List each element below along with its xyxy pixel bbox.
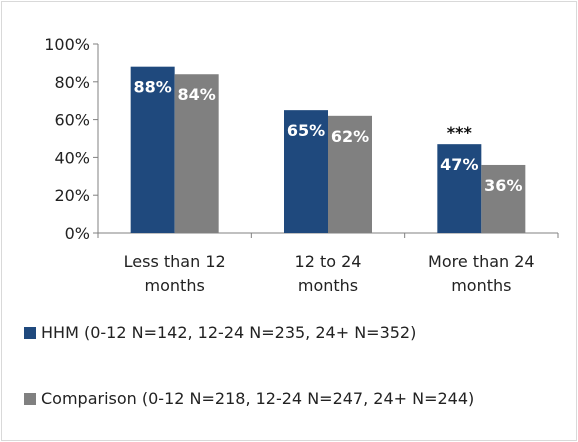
bar-comparison	[481, 164, 526, 233]
x-category-label: Less than 12	[124, 252, 226, 271]
y-tick-label: 80%	[54, 73, 90, 92]
significance-annotation: ***	[447, 123, 473, 142]
legend-swatch-hhm	[24, 326, 36, 339]
bar-comparison	[328, 115, 372, 233]
x-category-label: More than 24	[428, 252, 535, 271]
legend-item-comparison: Comparison (0-12 N=218, 12-24 N=247, 24+…	[24, 389, 474, 408]
y-tick-label: 100%	[44, 35, 90, 54]
data-label: 47%	[440, 155, 478, 174]
y-tick-label: 60%	[54, 111, 90, 130]
y-tick-label: 0%	[65, 224, 90, 243]
x-category-label: 12 to 24	[295, 252, 362, 271]
x-category-label: months	[298, 276, 358, 295]
x-category-label: months	[145, 276, 205, 295]
legend-label-hhm: HHM (0-12 N=142, 12-24 N=235, 24+ N=352)	[41, 323, 417, 342]
y-tick-label: 20%	[54, 186, 90, 205]
bar-hhm	[437, 144, 482, 233]
x-category-label: months	[451, 276, 511, 295]
data-label: 65%	[287, 121, 325, 140]
legend-swatch-comparison	[24, 392, 36, 405]
data-label: 36%	[484, 176, 522, 195]
data-label: 84%	[178, 85, 216, 104]
chart-bars	[130, 66, 526, 234]
data-label: 62%	[331, 127, 369, 146]
legend-label-comparison: Comparison (0-12 N=218, 12-24 N=247, 24+…	[41, 389, 475, 408]
chart-labels: Less than 12 months 88% 84% 12 to 24 months 65…	[124, 78, 535, 295]
data-label: 88%	[134, 78, 172, 97]
bar-hhm	[130, 66, 175, 234]
legend-item-hhm: HHM (0-12 N=142, 12-24 N=235, 24+ N=352)	[24, 323, 416, 342]
bar-comparison	[174, 74, 219, 234]
y-tick-label: 40%	[54, 148, 90, 167]
bar-hhm	[284, 110, 328, 233]
